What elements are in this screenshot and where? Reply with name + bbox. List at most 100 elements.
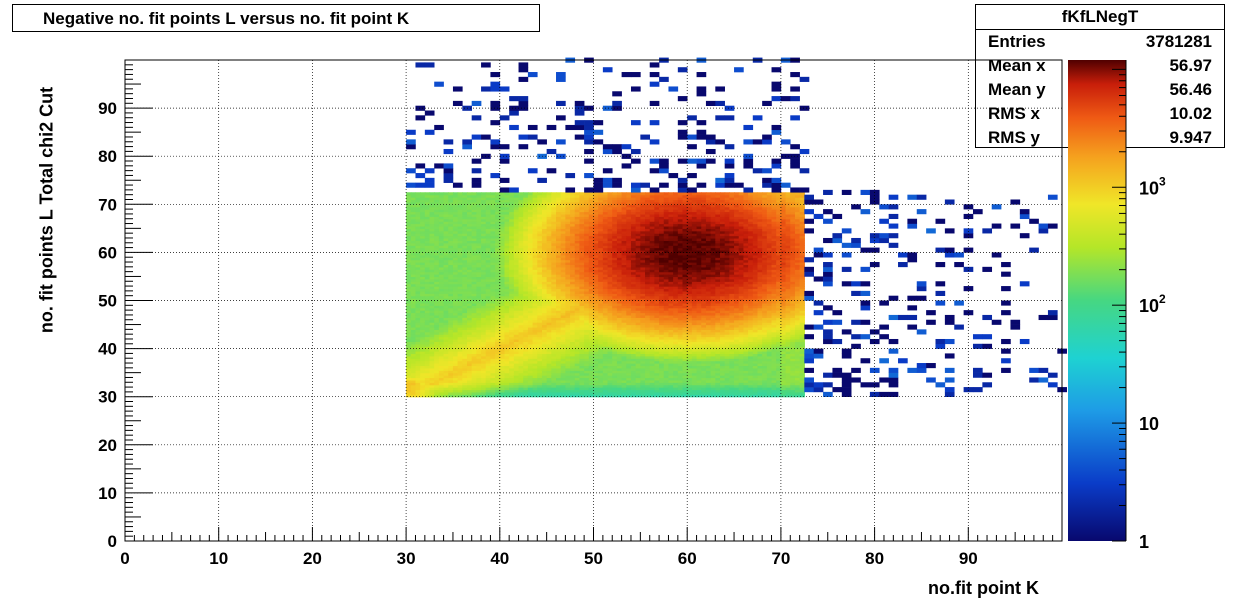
heatmap-cell: [593, 281, 599, 285]
heatmap-cell: [560, 351, 566, 355]
heatmap-cell: [532, 298, 538, 302]
heatmap-cell: [448, 283, 454, 287]
heatmap-cell: [602, 242, 609, 246]
heatmap-cell: [415, 283, 421, 287]
heatmap-cell: [565, 372, 571, 376]
heatmap-cell: [471, 213, 477, 217]
heatmap-cell: [410, 363, 417, 367]
heatmap-cell: [499, 247, 506, 251]
heatmap-cell: [438, 288, 445, 292]
heatmap-cell: [645, 331, 651, 335]
heatmap-cell: [504, 338, 510, 342]
heatmap-cell: [663, 298, 670, 302]
heatmap-cell: [654, 206, 660, 210]
heatmap-cell: [621, 290, 627, 294]
heatmap-cell: [630, 257, 637, 261]
heatmap-cell: [626, 317, 632, 321]
heatmap-cell: [584, 305, 590, 309]
heatmap-cell: [626, 194, 632, 198]
heatmap-cell: [570, 387, 576, 391]
heatmap-cell: [635, 312, 641, 316]
heatmap-cell: [523, 213, 529, 217]
heatmap-cell: [663, 363, 670, 367]
heatmap-cell: [415, 305, 421, 309]
heatmap-cell: [462, 319, 468, 323]
heatmap-cell: [448, 194, 454, 198]
heatmap-cell: [570, 252, 576, 256]
heatmap-cell: [668, 249, 674, 253]
heatmap-cell: [565, 230, 571, 234]
heatmap-cell: [621, 324, 627, 328]
heatmap-cell: [588, 206, 595, 210]
heatmap-cell: [438, 363, 445, 367]
heatmap-cell: [420, 363, 426, 367]
heatmap-cell: [546, 387, 552, 391]
heatmap-cell: [434, 204, 440, 208]
heatmap-cell: [560, 322, 566, 326]
heatmap-cell: [434, 341, 440, 345]
heatmap-cell: [499, 363, 506, 367]
heatmap-cell: [551, 218, 557, 222]
heatmap-cell: [602, 259, 609, 263]
heatmap-cell: [527, 197, 534, 201]
heatmap-cell: [509, 206, 515, 210]
heatmap-cell: [598, 379, 604, 383]
heatmap-cell: [420, 252, 426, 256]
heatmap-cell: [434, 197, 440, 201]
heatmap-cell: [485, 317, 492, 321]
heatmap-cell: [570, 305, 576, 309]
heatmap-cell: [513, 194, 520, 198]
heatmap-cell: [509, 387, 515, 391]
heatmap-cell: [490, 262, 496, 266]
heatmap-cell: [518, 319, 524, 323]
heatmap-cell: [626, 223, 632, 227]
heatmap-cell: [448, 310, 454, 314]
heatmap-cell: [523, 276, 529, 280]
heatmap-cell: [584, 389, 590, 393]
heatmap-cell: [588, 300, 595, 304]
heatmap-cell: [443, 317, 449, 321]
heatmap-cell: [640, 223, 646, 227]
heatmap-cell: [612, 370, 618, 374]
heatmap-cell: [673, 295, 679, 299]
heatmap-cell: [626, 211, 632, 215]
heatmap-cell: [663, 322, 670, 326]
heatmap-cell: [584, 245, 590, 249]
heatmap-cell: [541, 290, 548, 294]
heatmap-cell: [504, 329, 510, 333]
heatmap-cell: [406, 216, 412, 220]
heatmap-cell: [612, 293, 618, 297]
heatmap-cell: [546, 382, 552, 386]
heatmap-cell: [663, 382, 670, 386]
heatmap-cell: [438, 197, 445, 201]
heatmap-cell: [490, 240, 496, 244]
heatmap-cell: [438, 262, 445, 266]
heatmap-cell: [485, 363, 492, 367]
heatmap-cell: [649, 338, 656, 342]
heatmap-cell: [593, 387, 599, 391]
heatmap-cell: [607, 266, 613, 270]
heatmap-cell: [499, 274, 506, 278]
heatmap-cell: [504, 199, 510, 203]
heatmap-cell: [630, 310, 637, 314]
heatmap-cell: [490, 252, 496, 256]
heatmap-cell: [518, 204, 524, 208]
heatmap-cell: [476, 228, 482, 232]
heatmap-cell: [663, 269, 670, 273]
heatmap-cell: [490, 324, 496, 328]
heatmap-cell: [541, 377, 548, 381]
heatmap-cell: [659, 209, 665, 213]
heatmap-cell: [677, 358, 684, 362]
heatmap-cell: [527, 213, 534, 217]
heatmap-cell: [541, 262, 548, 266]
heatmap-cell: [476, 375, 482, 379]
heatmap-cell: [649, 307, 656, 311]
heatmap-cell: [640, 326, 646, 330]
heatmap-cell: [659, 281, 665, 285]
heatmap-cell: [481, 252, 487, 256]
heatmap-cell: [424, 298, 431, 302]
heatmap-cell: [471, 218, 477, 222]
heatmap-cell: [626, 394, 632, 398]
heatmap-cell: [424, 314, 431, 318]
heatmap-cell: [541, 312, 548, 316]
